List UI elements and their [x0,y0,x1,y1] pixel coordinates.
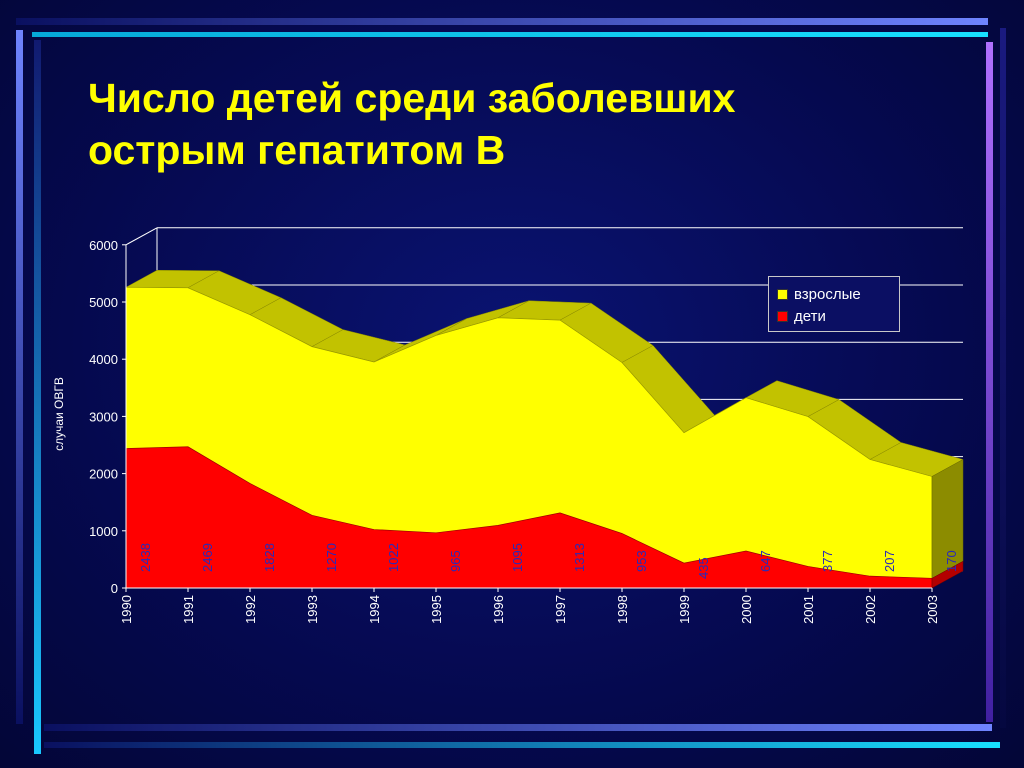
data-label-1998: 953 [634,550,649,572]
x-tick-label-1995: 1995 [429,595,444,624]
x-tick-label-1994: 1994 [367,595,382,624]
x-tick-label-1992: 1992 [243,595,258,624]
data-label-1999: 435 [696,557,711,579]
frame-bar-right [986,42,993,722]
frame-bar-bottom-inner [44,742,1000,748]
legend-label-children: дети [794,307,826,325]
frame-bar-top-inner [32,32,988,37]
data-label-1994: 1022 [386,543,401,572]
y-tick-label-2000: 2000 [89,467,118,482]
y-tick-label-1000: 1000 [89,524,118,539]
legend-item-adults: взрослые [777,283,899,305]
frame-bar-left-inner [34,40,41,754]
data-label-1995: 965 [448,550,463,572]
x-tick-label-1996: 1996 [491,595,506,624]
y-tick-label-3000: 3000 [89,409,118,424]
y-tick-label-6000: 6000 [89,238,118,253]
data-label-1997: 1313 [572,543,587,572]
frame-bar-left [16,30,23,724]
x-tick-label-1993: 1993 [305,595,320,624]
y-tick-label-0: 0 [111,581,118,596]
legend-label-adults: взрослые [794,285,861,303]
chart-legend: взрослые дети [768,276,900,332]
data-label-2000: 647 [758,550,773,572]
data-label-1990: 2438 [138,543,153,572]
y-tick-label-4000: 4000 [89,352,118,367]
x-tick-label-1991: 1991 [181,595,196,624]
slide-title-line1: Число детей среди заболевших [88,75,736,121]
x-tick-label-2003: 2003 [925,595,940,624]
x-tick-label-2002: 2002 [863,595,878,624]
x-tick-label-1997: 1997 [553,595,568,624]
x-tick-label-2000: 2000 [739,595,754,624]
frame-bar-bottom [44,724,992,731]
data-label-2002: 207 [882,550,897,572]
data-label-1992: 1828 [262,543,277,572]
frame-bar-right-inner [1000,28,1006,728]
legend-swatch-children [777,310,788,322]
x-tick-label-2001: 2001 [801,595,816,624]
data-label-1993: 1270 [324,543,339,572]
frame-bar-top [16,18,988,25]
data-label-1991: 2469 [200,543,215,572]
data-label-2003: 170 [944,550,959,572]
gridline-slant-6000 [125,227,158,246]
slide-title-line2: острым гепатитом В [88,127,506,173]
slide-title: Число детей среди заболевших острым гепа… [88,72,948,176]
legend-item-children: дети [777,305,899,327]
legend-swatch-adults [777,288,788,300]
data-label-2001: 377 [820,550,835,572]
x-tick-label-1990: 1990 [119,595,134,624]
x-tick-label-1999: 1999 [677,595,692,624]
x-tick-label-1998: 1998 [615,595,630,624]
y-tick-label-5000: 5000 [89,295,118,310]
children-end-face [931,560,964,589]
y-axis-title: случаи ОВГВ [52,377,66,451]
data-label-1996: 1095 [510,543,525,572]
